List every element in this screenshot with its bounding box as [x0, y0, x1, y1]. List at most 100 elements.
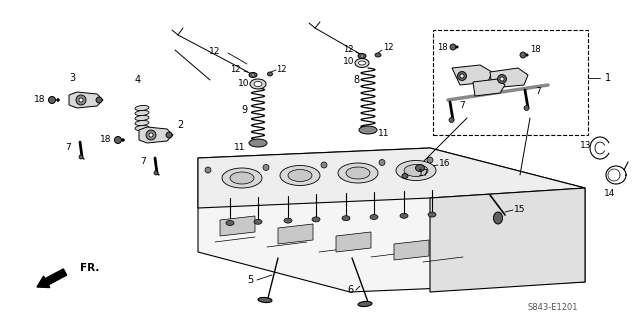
Text: 10: 10 [343, 56, 355, 65]
Ellipse shape [500, 77, 504, 81]
Ellipse shape [415, 165, 424, 172]
Ellipse shape [154, 171, 158, 175]
Ellipse shape [79, 98, 83, 102]
Ellipse shape [288, 169, 312, 182]
Ellipse shape [321, 162, 327, 168]
Ellipse shape [166, 132, 172, 138]
Text: 12: 12 [209, 48, 221, 56]
Text: FR.: FR. [80, 263, 99, 273]
Ellipse shape [254, 219, 262, 224]
Text: 7: 7 [65, 143, 71, 152]
Ellipse shape [458, 71, 467, 80]
Ellipse shape [456, 46, 458, 48]
Text: 5: 5 [247, 275, 253, 285]
Ellipse shape [450, 44, 456, 50]
Ellipse shape [379, 160, 385, 166]
Polygon shape [430, 188, 585, 292]
Ellipse shape [249, 139, 267, 147]
Ellipse shape [359, 126, 377, 134]
Ellipse shape [375, 53, 381, 57]
Ellipse shape [427, 157, 433, 163]
Ellipse shape [355, 58, 369, 68]
Polygon shape [490, 68, 528, 88]
Text: 18: 18 [436, 42, 447, 51]
Ellipse shape [135, 110, 149, 115]
Text: 7: 7 [140, 158, 146, 167]
Ellipse shape [497, 75, 506, 84]
Ellipse shape [358, 301, 372, 307]
Polygon shape [198, 148, 585, 208]
Text: 12: 12 [383, 43, 393, 53]
Ellipse shape [358, 61, 365, 65]
Ellipse shape [358, 54, 366, 58]
Polygon shape [139, 127, 173, 143]
Ellipse shape [122, 138, 125, 142]
Ellipse shape [524, 106, 529, 110]
Text: 8: 8 [353, 75, 359, 85]
Ellipse shape [268, 72, 273, 76]
Polygon shape [473, 79, 505, 96]
Ellipse shape [146, 130, 156, 140]
Text: 6: 6 [347, 285, 353, 295]
Ellipse shape [254, 81, 262, 86]
Polygon shape [198, 148, 585, 292]
Ellipse shape [280, 166, 320, 186]
Ellipse shape [370, 214, 378, 219]
Text: 11: 11 [378, 129, 390, 137]
Ellipse shape [252, 74, 255, 76]
Text: 18: 18 [35, 95, 45, 105]
Text: 7: 7 [459, 101, 465, 110]
Text: 2: 2 [177, 120, 183, 130]
Ellipse shape [205, 167, 211, 173]
Polygon shape [394, 240, 429, 260]
Ellipse shape [360, 55, 364, 57]
Ellipse shape [404, 165, 428, 176]
Ellipse shape [346, 167, 370, 179]
Ellipse shape [76, 95, 86, 105]
Polygon shape [69, 92, 103, 108]
Ellipse shape [115, 137, 122, 144]
Text: 18: 18 [530, 46, 540, 55]
Text: 18: 18 [100, 136, 112, 145]
Ellipse shape [226, 220, 234, 226]
Text: 16: 16 [439, 160, 451, 168]
Ellipse shape [338, 163, 378, 183]
Polygon shape [336, 232, 371, 252]
Text: 9: 9 [241, 105, 247, 115]
Ellipse shape [49, 97, 56, 103]
Text: 12: 12 [230, 65, 240, 75]
Ellipse shape [135, 125, 149, 130]
Text: 4: 4 [135, 75, 141, 85]
Ellipse shape [520, 52, 526, 58]
Ellipse shape [525, 54, 528, 56]
Text: S843-E1201: S843-E1201 [528, 303, 579, 313]
Text: 7: 7 [535, 87, 541, 97]
Ellipse shape [135, 106, 149, 111]
Ellipse shape [342, 216, 350, 221]
FancyArrow shape [37, 269, 67, 287]
Ellipse shape [400, 213, 408, 218]
Ellipse shape [135, 115, 149, 121]
Ellipse shape [135, 121, 149, 126]
Text: 17: 17 [419, 169, 429, 179]
Ellipse shape [56, 99, 60, 101]
Text: 1: 1 [605, 73, 611, 83]
Ellipse shape [493, 212, 502, 224]
Text: 12: 12 [343, 46, 353, 55]
Ellipse shape [396, 160, 436, 181]
Text: 14: 14 [604, 189, 616, 197]
Text: 15: 15 [515, 205, 525, 214]
Text: 12: 12 [276, 64, 286, 73]
Ellipse shape [284, 218, 292, 223]
Ellipse shape [263, 165, 269, 170]
Ellipse shape [250, 79, 266, 89]
Ellipse shape [79, 155, 83, 159]
Ellipse shape [428, 212, 436, 217]
Text: 13: 13 [580, 140, 592, 150]
Text: 10: 10 [238, 79, 250, 88]
Ellipse shape [449, 117, 454, 122]
Ellipse shape [149, 133, 153, 137]
Text: 11: 11 [234, 143, 246, 152]
Ellipse shape [222, 168, 262, 188]
Text: 3: 3 [69, 73, 75, 83]
